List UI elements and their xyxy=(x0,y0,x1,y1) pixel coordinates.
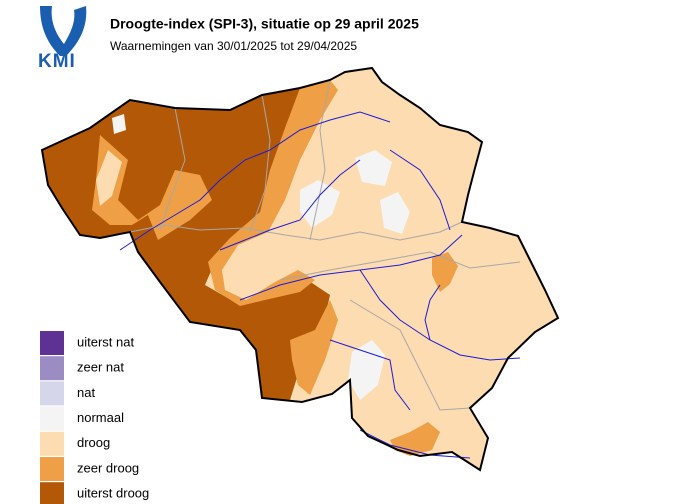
region xyxy=(92,135,212,240)
title: Droogte-index (SPI-3), situatie op 29 ap… xyxy=(110,16,419,32)
region xyxy=(96,150,122,206)
legend-label: nat xyxy=(77,385,95,400)
legend-swatch xyxy=(40,356,64,381)
legend-swatch xyxy=(40,331,64,355)
country-border xyxy=(40,66,560,472)
legend-label: zeer droog xyxy=(77,460,139,475)
legend-label: uiterst nat xyxy=(77,334,134,349)
region xyxy=(390,422,440,456)
logo-text: KMI xyxy=(38,51,76,72)
rivers xyxy=(119,111,521,459)
legend-swatch xyxy=(40,431,64,456)
legend-label: uiterst droog xyxy=(77,486,149,501)
region xyxy=(208,80,338,306)
region xyxy=(355,150,392,186)
logo-mark xyxy=(40,6,87,56)
legend: uiterst nat zeer nat nat normaal droog zeer d… xyxy=(40,331,149,504)
region xyxy=(112,114,126,134)
region xyxy=(380,192,410,234)
logo: KMI xyxy=(38,6,87,72)
legend-swatch xyxy=(40,482,64,504)
region xyxy=(300,180,340,228)
legend-label: droog xyxy=(77,435,110,450)
subtitle: Waarnemingen van 30/01/2025 tot 29/04/20… xyxy=(110,39,357,53)
legend-label: normaal xyxy=(77,410,124,425)
legend-swatch xyxy=(40,406,64,431)
legend-swatch xyxy=(40,381,64,406)
region xyxy=(432,252,458,292)
legend-swatch xyxy=(40,457,64,481)
legend-label: zeer nat xyxy=(77,360,124,375)
region xyxy=(290,300,338,395)
province-borders xyxy=(129,79,521,411)
map xyxy=(40,66,560,472)
